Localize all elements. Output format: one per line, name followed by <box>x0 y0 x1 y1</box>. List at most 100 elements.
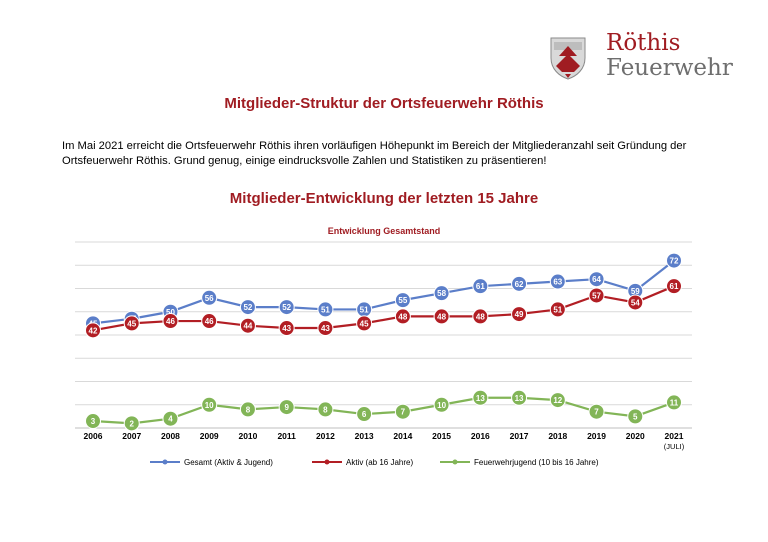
data-label: 48 <box>437 312 446 321</box>
document-title: Mitglieder-Struktur der Ortsfeuerwehr Rö… <box>224 95 544 112</box>
data-label: 7 <box>594 408 599 417</box>
data-point <box>511 275 528 292</box>
data-point <box>627 408 644 425</box>
legend-marker <box>452 459 458 465</box>
x-tick-label: 2020 <box>626 431 645 441</box>
series-line <box>92 285 675 332</box>
intro-paragraph: Im Mai 2021 erreicht die Ortsfeuerwehr R… <box>62 140 687 167</box>
data-label: 56 <box>205 294 214 303</box>
data-point <box>433 308 450 325</box>
data-point <box>201 289 218 306</box>
logo: Röthis Feuerwehr <box>548 30 748 86</box>
data-label: 72 <box>670 257 679 266</box>
data-point <box>123 415 140 432</box>
data-label: 9 <box>284 403 289 412</box>
data-label: 8 <box>246 405 251 414</box>
data-label: 2 <box>130 419 135 428</box>
data-label: 52 <box>243 303 252 312</box>
coat-of-arms-icon <box>550 37 586 80</box>
data-label: 62 <box>515 280 524 289</box>
data-label: 46 <box>205 317 214 326</box>
logo-text-roethis: Röthis <box>606 30 681 56</box>
data-label: 59 <box>631 287 640 296</box>
data-point <box>549 301 566 318</box>
data-point <box>85 322 101 339</box>
data-label: 61 <box>476 282 485 291</box>
data-label: 7 <box>401 408 406 417</box>
data-label: 12 <box>553 396 562 405</box>
data-point <box>239 299 256 316</box>
data-point <box>356 315 373 332</box>
data-label: 4 <box>168 415 173 424</box>
data-point <box>588 271 605 288</box>
data-point <box>239 317 256 334</box>
data-label: 51 <box>360 305 369 314</box>
data-label: 45 <box>360 319 369 328</box>
data-point <box>278 399 295 416</box>
series-line <box>92 259 675 325</box>
data-point <box>317 320 334 337</box>
data-point <box>162 410 179 427</box>
data-label: 43 <box>321 324 330 333</box>
data-point <box>666 252 682 269</box>
data-label: 49 <box>515 310 524 319</box>
legend-marker <box>162 459 168 465</box>
data-label: 3 <box>91 417 96 426</box>
data-point <box>666 278 682 295</box>
data-label: 50 <box>166 308 175 317</box>
x-tick-label: 2021 <box>665 431 684 441</box>
data-point <box>472 389 489 406</box>
x-tick-label: 2010 <box>238 431 257 441</box>
data-label: 51 <box>553 305 562 314</box>
data-point <box>162 313 179 330</box>
data-label: 11 <box>670 398 679 407</box>
x-tick-label: 2009 <box>200 431 219 441</box>
x-tick-label: 2018 <box>548 431 567 441</box>
data-point <box>201 396 218 413</box>
series-line <box>92 396 675 425</box>
x-tick-sublabel: (JULI) <box>664 442 685 451</box>
data-label: 10 <box>205 401 214 410</box>
x-tick-label: 2011 <box>277 431 296 441</box>
x-tick-label: 2015 <box>432 431 451 441</box>
data-label: 63 <box>553 278 562 287</box>
data-label: 13 <box>515 394 524 403</box>
data-label: 57 <box>592 291 601 300</box>
data-label: 52 <box>282 303 291 312</box>
legend-marker <box>324 459 330 465</box>
data-label: 13 <box>476 394 485 403</box>
legend-label: Feuerwehrjugend (10 bis 16 Jahre) <box>474 458 599 467</box>
data-label: 55 <box>398 296 407 305</box>
data-label: 46 <box>166 317 175 326</box>
data-point <box>278 299 295 316</box>
x-tick-label: 2006 <box>84 431 103 441</box>
data-point <box>433 285 450 302</box>
x-tick-label: 2013 <box>355 431 374 441</box>
x-tick-label: 2014 <box>393 431 412 441</box>
data-point <box>549 392 566 409</box>
data-point <box>239 401 256 418</box>
data-label: 48 <box>476 312 485 321</box>
data-point <box>511 306 528 323</box>
data-point <box>85 413 101 430</box>
data-point <box>666 394 682 411</box>
data-point <box>472 278 489 295</box>
data-point <box>511 389 528 406</box>
data-label: 48 <box>398 312 407 321</box>
data-label: 5 <box>633 412 638 421</box>
x-tick-label: 2019 <box>587 431 606 441</box>
data-point <box>317 401 334 418</box>
data-point <box>317 301 334 318</box>
data-label: 42 <box>89 326 98 335</box>
data-label: 10 <box>437 401 446 410</box>
data-label: 6 <box>362 410 367 419</box>
data-point <box>588 403 605 420</box>
data-point <box>588 287 605 304</box>
data-label: 54 <box>631 298 640 307</box>
data-label: 58 <box>437 289 446 298</box>
data-point <box>394 292 411 309</box>
data-point <box>356 406 373 423</box>
data-point <box>394 308 411 325</box>
data-label: 51 <box>321 305 330 314</box>
x-tick-label: 2016 <box>471 431 490 441</box>
